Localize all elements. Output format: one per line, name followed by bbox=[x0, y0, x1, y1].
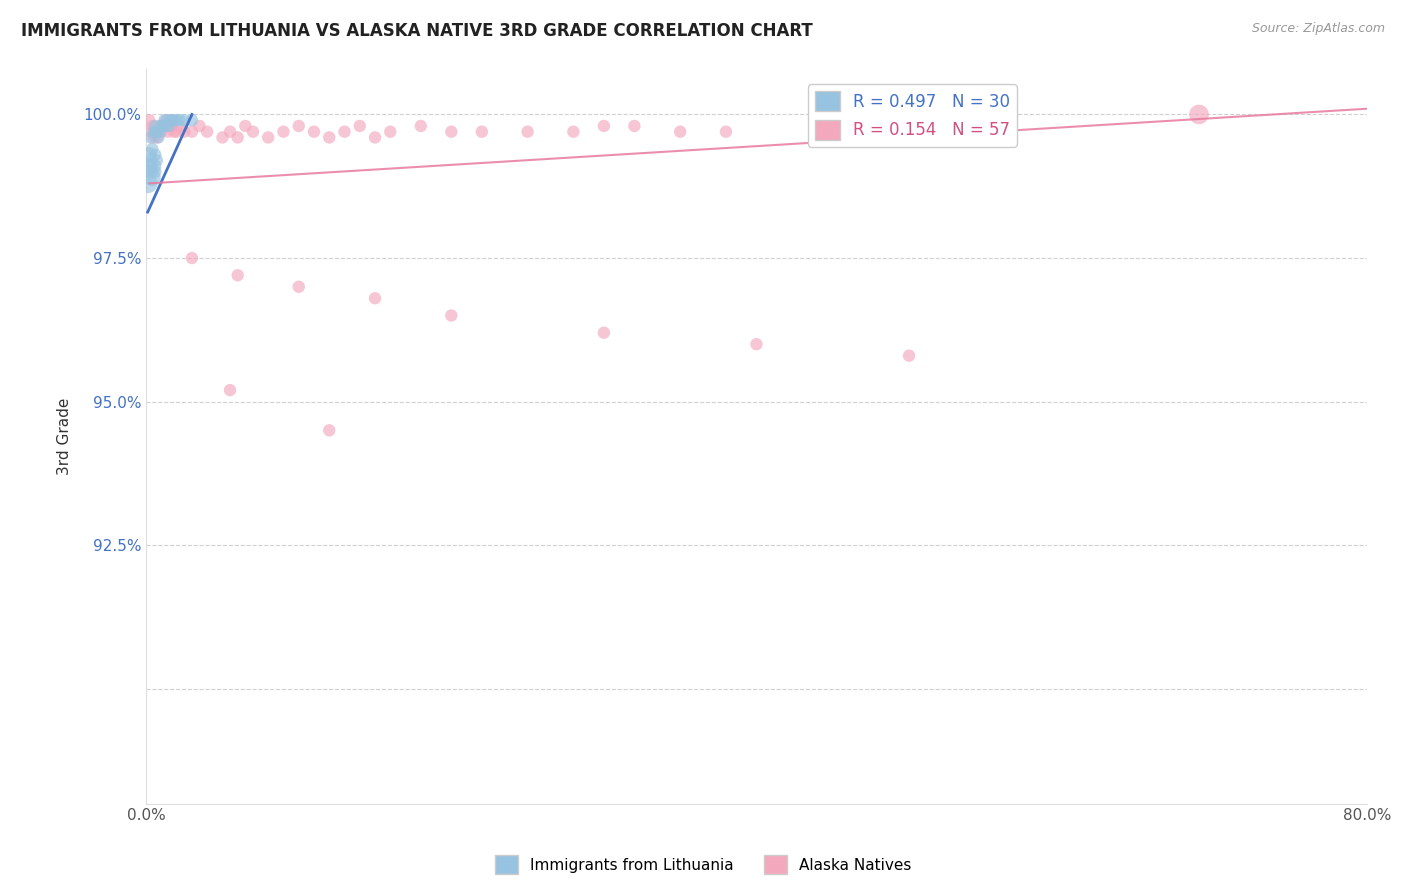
Point bbox=[150, 119, 173, 133]
Point bbox=[148, 125, 170, 139]
Point bbox=[143, 147, 166, 161]
Point bbox=[318, 130, 340, 145]
Point bbox=[166, 125, 188, 139]
Point bbox=[149, 125, 172, 139]
Point bbox=[139, 130, 162, 145]
Point bbox=[333, 125, 356, 139]
Point bbox=[593, 119, 616, 133]
Point bbox=[349, 119, 371, 133]
Text: Source: ZipAtlas.com: Source: ZipAtlas.com bbox=[1251, 22, 1385, 36]
Legend: R = 0.497   N = 30, R = 0.154   N = 57: R = 0.497 N = 30, R = 0.154 N = 57 bbox=[808, 84, 1017, 146]
Point bbox=[138, 147, 160, 161]
Point bbox=[148, 130, 170, 145]
Point bbox=[188, 119, 211, 133]
Point bbox=[1188, 107, 1211, 121]
Point bbox=[166, 113, 188, 128]
Point bbox=[181, 113, 204, 128]
Legend: Immigrants from Lithuania, Alaska Natives: Immigrants from Lithuania, Alaska Native… bbox=[488, 849, 918, 880]
Point bbox=[195, 125, 218, 139]
Point bbox=[160, 119, 183, 133]
Point bbox=[226, 130, 249, 145]
Point bbox=[143, 165, 166, 179]
Point bbox=[593, 326, 616, 340]
Point bbox=[162, 125, 184, 139]
Point bbox=[173, 125, 195, 139]
Point bbox=[152, 119, 174, 133]
Point bbox=[287, 119, 309, 133]
Point bbox=[141, 170, 163, 185]
Point bbox=[318, 423, 340, 437]
Point bbox=[146, 130, 169, 145]
Point bbox=[745, 337, 768, 351]
Point bbox=[153, 119, 176, 133]
Point bbox=[440, 309, 463, 323]
Point bbox=[142, 125, 165, 139]
Point bbox=[219, 125, 242, 139]
Point bbox=[143, 125, 166, 139]
Point bbox=[149, 119, 172, 133]
Point bbox=[152, 119, 174, 133]
Point bbox=[562, 125, 585, 139]
Point bbox=[162, 113, 184, 128]
Point bbox=[146, 153, 169, 168]
Point bbox=[169, 113, 191, 128]
Point bbox=[157, 119, 180, 133]
Point bbox=[257, 130, 280, 145]
Point bbox=[155, 113, 177, 128]
Point bbox=[219, 383, 242, 397]
Point bbox=[141, 142, 163, 156]
Point bbox=[181, 251, 204, 265]
Point bbox=[409, 119, 432, 133]
Point bbox=[139, 153, 162, 168]
Point bbox=[155, 119, 177, 133]
Point bbox=[150, 125, 173, 139]
Point bbox=[159, 119, 181, 133]
Point bbox=[143, 119, 166, 133]
Point bbox=[159, 113, 181, 128]
Point bbox=[364, 291, 387, 305]
Point bbox=[364, 130, 387, 145]
Point bbox=[138, 113, 160, 128]
Point bbox=[139, 165, 162, 179]
Point bbox=[136, 177, 159, 191]
Point bbox=[714, 125, 737, 139]
Point bbox=[623, 119, 645, 133]
Point bbox=[142, 130, 165, 145]
Point bbox=[669, 125, 692, 139]
Point bbox=[138, 159, 160, 173]
Point bbox=[471, 125, 494, 139]
Point bbox=[287, 279, 309, 293]
Y-axis label: 3rd Grade: 3rd Grade bbox=[58, 397, 72, 475]
Point bbox=[273, 125, 295, 139]
Point bbox=[141, 119, 163, 133]
Point bbox=[226, 268, 249, 283]
Point bbox=[142, 159, 165, 173]
Point bbox=[160, 113, 183, 128]
Point bbox=[898, 349, 921, 363]
Point bbox=[516, 125, 538, 139]
Point bbox=[211, 130, 233, 145]
Point bbox=[440, 125, 463, 139]
Point bbox=[242, 125, 264, 139]
Point bbox=[153, 113, 176, 128]
Point bbox=[156, 113, 179, 128]
Point bbox=[173, 113, 195, 128]
Point bbox=[157, 119, 180, 133]
Point bbox=[139, 125, 162, 139]
Point bbox=[169, 119, 191, 133]
Point bbox=[233, 119, 256, 133]
Text: IMMIGRANTS FROM LITHUANIA VS ALASKA NATIVE 3RD GRADE CORRELATION CHART: IMMIGRANTS FROM LITHUANIA VS ALASKA NATI… bbox=[21, 22, 813, 40]
Point bbox=[146, 125, 169, 139]
Point bbox=[181, 125, 204, 139]
Point bbox=[156, 125, 179, 139]
Point bbox=[302, 125, 325, 139]
Point bbox=[380, 125, 402, 139]
